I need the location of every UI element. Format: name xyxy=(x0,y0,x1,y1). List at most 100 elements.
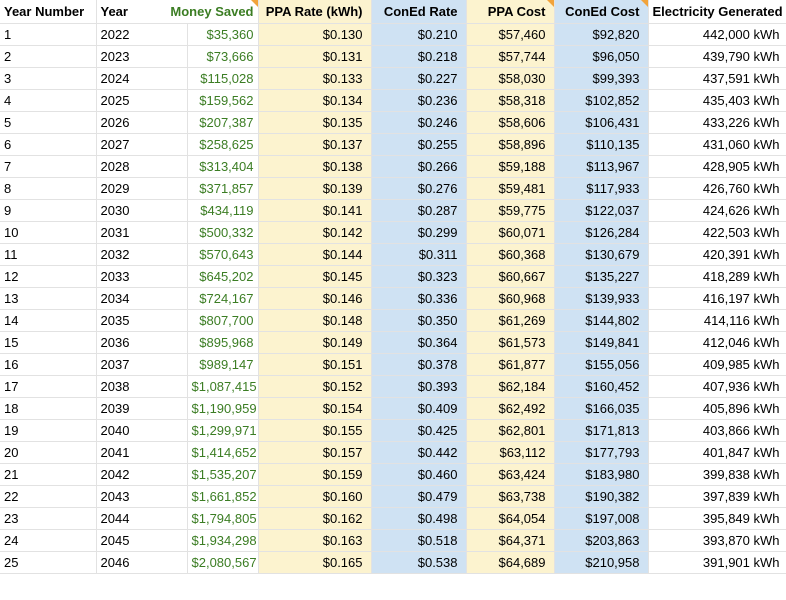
cell-ppa-cost[interactable]: $62,801 xyxy=(466,419,555,442)
cell-money-saved[interactable]: $73,666 xyxy=(187,45,259,68)
cell-coned-rate[interactable]: $0.336 xyxy=(371,287,467,310)
column-header-ppa-rate[interactable]: PPA Rate (kWh) xyxy=(258,0,372,24)
cell-year[interactable]: 2035 xyxy=(96,309,188,332)
cell-electricity-generated[interactable]: 395,849 kWh xyxy=(648,507,786,530)
cell-ppa-rate[interactable]: $0.145 xyxy=(258,265,372,288)
cell-ppa-cost[interactable]: $58,318 xyxy=(466,89,555,112)
cell-coned-cost[interactable]: $203,863 xyxy=(554,529,649,552)
cell-ppa-rate[interactable]: $0.133 xyxy=(258,67,372,90)
cell-ppa-rate[interactable]: $0.131 xyxy=(258,45,372,68)
cell-ppa-cost[interactable]: $61,269 xyxy=(466,309,555,332)
cell-ppa-rate[interactable]: $0.149 xyxy=(258,331,372,354)
cell-ppa-cost[interactable]: $58,030 xyxy=(466,67,555,90)
cell-electricity-generated[interactable]: 397,839 kWh xyxy=(648,485,786,508)
cell-money-saved[interactable]: $434,119 xyxy=(187,199,259,222)
cell-electricity-generated[interactable]: 426,760 kWh xyxy=(648,177,786,200)
cell-money-saved[interactable]: $500,332 xyxy=(187,221,259,244)
cell-year[interactable]: 2042 xyxy=(96,463,188,486)
cell-ppa-cost[interactable]: $59,775 xyxy=(466,199,555,222)
cell-year[interactable]: 2038 xyxy=(96,375,188,398)
cell-year[interactable]: 2041 xyxy=(96,441,188,464)
cell-electricity-generated[interactable]: 439,790 kWh xyxy=(648,45,786,68)
cell-year-number[interactable]: 1 xyxy=(0,23,97,46)
cell-electricity-generated[interactable]: 407,936 kWh xyxy=(648,375,786,398)
cell-money-saved[interactable]: $1,934,298 xyxy=(187,529,259,552)
cell-electricity-generated[interactable]: 433,226 kWh xyxy=(648,111,786,134)
cell-coned-rate[interactable]: $0.442 xyxy=(371,441,467,464)
cell-ppa-rate[interactable]: $0.160 xyxy=(258,485,372,508)
cell-coned-cost[interactable]: $177,793 xyxy=(554,441,649,464)
cell-year[interactable]: 2044 xyxy=(96,507,188,530)
cell-coned-cost[interactable]: $171,813 xyxy=(554,419,649,442)
cell-money-saved[interactable]: $1,794,805 xyxy=(187,507,259,530)
cell-coned-rate[interactable]: $0.364 xyxy=(371,331,467,354)
cell-year[interactable]: 2027 xyxy=(96,133,188,156)
cell-electricity-generated[interactable]: 414,116 kWh xyxy=(648,309,786,332)
cell-money-saved[interactable]: $895,968 xyxy=(187,331,259,354)
cell-year[interactable]: 2039 xyxy=(96,397,188,420)
column-header-ppa-cost[interactable]: PPA Cost xyxy=(466,0,555,24)
cell-electricity-generated[interactable]: 418,289 kWh xyxy=(648,265,786,288)
cell-money-saved[interactable]: $159,562 xyxy=(187,89,259,112)
column-header-electricity-generated[interactable]: Electricity Generated xyxy=(648,0,786,24)
cell-coned-rate[interactable]: $0.227 xyxy=(371,67,467,90)
cell-money-saved[interactable]: $989,147 xyxy=(187,353,259,376)
cell-year-number[interactable]: 14 xyxy=(0,309,97,332)
cell-coned-rate[interactable]: $0.393 xyxy=(371,375,467,398)
cell-coned-rate[interactable]: $0.299 xyxy=(371,221,467,244)
cell-coned-cost[interactable]: $126,284 xyxy=(554,221,649,244)
cell-ppa-cost[interactable]: $61,877 xyxy=(466,353,555,376)
cell-year-number[interactable]: 25 xyxy=(0,551,97,574)
cell-ppa-cost[interactable]: $60,968 xyxy=(466,287,555,310)
cell-electricity-generated[interactable]: 437,591 kWh xyxy=(648,67,786,90)
cell-ppa-cost[interactable]: $58,896 xyxy=(466,133,555,156)
cell-ppa-cost[interactable]: $57,460 xyxy=(466,23,555,46)
cell-year[interactable]: 2025 xyxy=(96,89,188,112)
cell-year-number[interactable]: 17 xyxy=(0,375,97,398)
cell-electricity-generated[interactable]: 412,046 kWh xyxy=(648,331,786,354)
cell-electricity-generated[interactable]: 401,847 kWh xyxy=(648,441,786,464)
cell-year-number[interactable]: 9 xyxy=(0,199,97,222)
cell-coned-cost[interactable]: $149,841 xyxy=(554,331,649,354)
cell-year-number[interactable]: 7 xyxy=(0,155,97,178)
cell-money-saved[interactable]: $645,202 xyxy=(187,265,259,288)
cell-coned-cost[interactable]: $130,679 xyxy=(554,243,649,266)
cell-ppa-rate[interactable]: $0.144 xyxy=(258,243,372,266)
cell-ppa-rate[interactable]: $0.154 xyxy=(258,397,372,420)
cell-year-number[interactable]: 11 xyxy=(0,243,97,266)
cell-year[interactable]: 2024 xyxy=(96,67,188,90)
cell-money-saved[interactable]: $1,190,959 xyxy=(187,397,259,420)
cell-coned-rate[interactable]: $0.218 xyxy=(371,45,467,68)
cell-coned-cost[interactable]: $122,037 xyxy=(554,199,649,222)
cell-ppa-rate[interactable]: $0.141 xyxy=(258,199,372,222)
cell-coned-cost[interactable]: $92,820 xyxy=(554,23,649,46)
cell-ppa-rate[interactable]: $0.162 xyxy=(258,507,372,530)
cell-coned-rate[interactable]: $0.276 xyxy=(371,177,467,200)
cell-year[interactable]: 2023 xyxy=(96,45,188,68)
cell-year-number[interactable]: 2 xyxy=(0,45,97,68)
cell-coned-rate[interactable]: $0.425 xyxy=(371,419,467,442)
cell-electricity-generated[interactable]: 442,000 kWh xyxy=(648,23,786,46)
cell-year[interactable]: 2040 xyxy=(96,419,188,442)
cell-year-number[interactable]: 18 xyxy=(0,397,97,420)
cell-ppa-cost[interactable]: $60,368 xyxy=(466,243,555,266)
cell-coned-rate[interactable]: $0.266 xyxy=(371,155,467,178)
cell-money-saved[interactable]: $115,028 xyxy=(187,67,259,90)
cell-ppa-rate[interactable]: $0.142 xyxy=(258,221,372,244)
cell-year[interactable]: 2022 xyxy=(96,23,188,46)
cell-coned-rate[interactable]: $0.498 xyxy=(371,507,467,530)
cell-electricity-generated[interactable]: 399,838 kWh xyxy=(648,463,786,486)
cell-coned-rate[interactable]: $0.378 xyxy=(371,353,467,376)
cell-coned-cost[interactable]: $183,980 xyxy=(554,463,649,486)
cell-year-number[interactable]: 6 xyxy=(0,133,97,156)
cell-electricity-generated[interactable]: 393,870 kWh xyxy=(648,529,786,552)
cell-coned-rate[interactable]: $0.246 xyxy=(371,111,467,134)
cell-ppa-rate[interactable]: $0.134 xyxy=(258,89,372,112)
cell-ppa-cost[interactable]: $63,112 xyxy=(466,441,555,464)
cell-ppa-cost[interactable]: $63,424 xyxy=(466,463,555,486)
cell-ppa-cost[interactable]: $64,371 xyxy=(466,529,555,552)
cell-coned-cost[interactable]: $155,056 xyxy=(554,353,649,376)
cell-year[interactable]: 2037 xyxy=(96,353,188,376)
cell-coned-rate[interactable]: $0.409 xyxy=(371,397,467,420)
cell-year[interactable]: 2045 xyxy=(96,529,188,552)
